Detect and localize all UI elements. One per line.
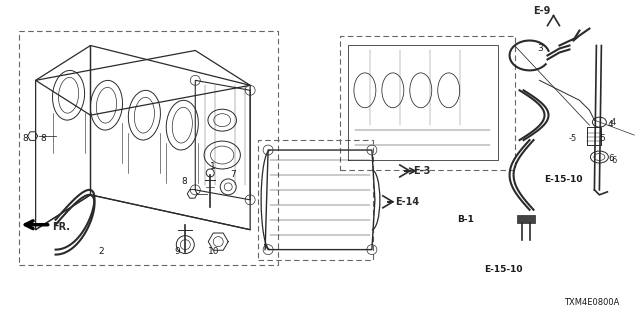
Bar xyxy=(258,140,373,260)
Text: 8: 8 xyxy=(22,133,28,143)
Text: -6: -6 xyxy=(609,156,618,164)
Bar xyxy=(19,31,278,265)
Text: -5: -5 xyxy=(568,133,577,143)
Text: 1: 1 xyxy=(210,163,216,172)
Text: E-15-10: E-15-10 xyxy=(545,175,583,184)
Bar xyxy=(340,36,515,170)
Text: 8: 8 xyxy=(181,177,187,187)
Text: 3: 3 xyxy=(538,44,543,53)
Text: 2: 2 xyxy=(99,247,104,256)
Text: 10: 10 xyxy=(208,247,220,256)
Text: 4: 4 xyxy=(607,120,613,129)
Text: B-1: B-1 xyxy=(457,215,474,224)
Text: TXM4E0800A: TXM4E0800A xyxy=(564,298,620,307)
Text: E-15-10: E-15-10 xyxy=(484,265,522,274)
Text: E-14: E-14 xyxy=(395,197,419,207)
Text: -4: -4 xyxy=(609,118,616,127)
Text: E-3: E-3 xyxy=(413,166,430,176)
Bar xyxy=(516,215,534,223)
Text: 7: 7 xyxy=(230,171,236,180)
Text: 9: 9 xyxy=(174,247,180,256)
Text: 6: 6 xyxy=(609,154,614,163)
Text: FR.: FR. xyxy=(52,222,70,232)
Text: 8: 8 xyxy=(40,133,46,143)
Text: E-9: E-9 xyxy=(534,6,551,16)
Text: 5: 5 xyxy=(600,133,605,143)
